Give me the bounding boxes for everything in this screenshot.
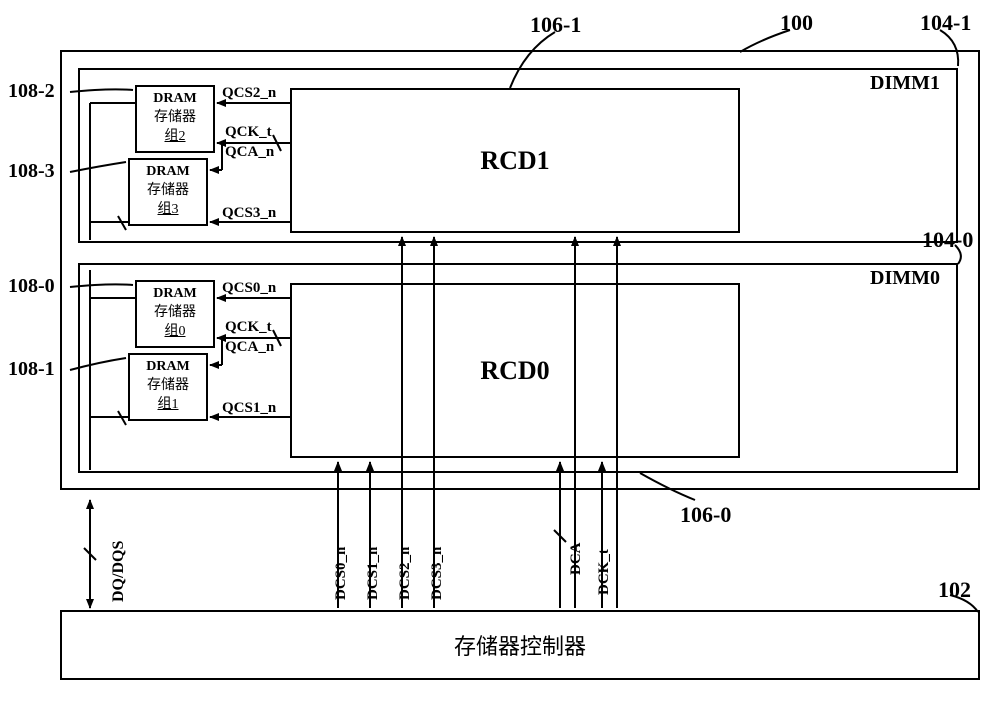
sig-qcs1: QCS1_n bbox=[222, 400, 276, 417]
dram-group1-l3: 组1 bbox=[130, 396, 206, 415]
sig-dcs2: DCS2_n bbox=[397, 547, 414, 600]
memory-controller-box: 存储器控制器 bbox=[60, 610, 980, 680]
sig-dcs3: DCS3_n bbox=[429, 547, 446, 600]
sig-qca0: QCA_n bbox=[225, 339, 274, 356]
ref-108-1: 108-1 bbox=[8, 358, 55, 381]
dram-group2-l1: DRAM bbox=[137, 90, 213, 109]
ref-104-0: 104-0 bbox=[922, 227, 973, 253]
ref-102: 102 bbox=[938, 577, 971, 603]
dram-group1-l2: 存储器 bbox=[130, 377, 206, 396]
memory-controller-label: 存储器控制器 bbox=[454, 629, 586, 661]
rcd1-label: RCD1 bbox=[480, 146, 549, 176]
sig-qcs2: QCS2_n bbox=[222, 85, 276, 102]
dram-group3-l3: 组3 bbox=[130, 201, 206, 220]
sig-dcs0: DCS0_n bbox=[333, 547, 350, 600]
ref-108-2: 108-2 bbox=[8, 80, 55, 103]
dram-group0-box: DRAM 存储器 组0 bbox=[135, 280, 215, 348]
sig-qca1: QCA_n bbox=[225, 144, 274, 161]
rcd0-box: RCD0 bbox=[290, 283, 740, 458]
dram-group0-l2: 存储器 bbox=[137, 304, 213, 323]
rcd0-label: RCD0 bbox=[480, 356, 549, 386]
dimm0-label: DIMM0 bbox=[870, 267, 940, 290]
dram-group0-l3: 组0 bbox=[137, 323, 213, 342]
dram-group1-box: DRAM 存储器 组1 bbox=[128, 353, 208, 421]
dram-group3-l2: 存储器 bbox=[130, 182, 206, 201]
dram-group3-l1: DRAM bbox=[130, 163, 206, 182]
ref-106-0: 106-0 bbox=[680, 502, 731, 528]
dram-group0-l1: DRAM bbox=[137, 285, 213, 304]
sig-qcs0: QCS0_n bbox=[222, 280, 276, 297]
sig-dca: DCA bbox=[568, 543, 585, 576]
dram-group2-l2: 存储器 bbox=[137, 109, 213, 128]
ref-104-1: 104-1 bbox=[920, 10, 971, 36]
diagram-root: DIMM1 DIMM0 RCD1 RCD0 DRAM 存储器 组2 DRAM 存… bbox=[0, 0, 1000, 702]
ref-108-3: 108-3 bbox=[8, 160, 55, 183]
sig-dcs1: DCS1_n bbox=[365, 547, 382, 600]
dram-group2-l3: 组2 bbox=[137, 128, 213, 147]
ref-108-0: 108-0 bbox=[8, 275, 55, 298]
sig-dck: DCK_t bbox=[596, 549, 613, 595]
sig-qck0: QCK_t bbox=[225, 319, 272, 336]
sig-dqdqs: DQ/DQS bbox=[110, 541, 128, 602]
dram-group3-box: DRAM 存储器 组3 bbox=[128, 158, 208, 226]
sig-qcs3: QCS3_n bbox=[222, 205, 276, 222]
ref-100: 100 bbox=[780, 10, 813, 36]
sig-qck1: QCK_t bbox=[225, 124, 272, 141]
dimm1-label: DIMM1 bbox=[870, 72, 940, 95]
dram-group2-box: DRAM 存储器 组2 bbox=[135, 85, 215, 153]
ref-106-1: 106-1 bbox=[530, 12, 581, 38]
rcd1-box: RCD1 bbox=[290, 88, 740, 233]
dram-group1-l1: DRAM bbox=[130, 358, 206, 377]
